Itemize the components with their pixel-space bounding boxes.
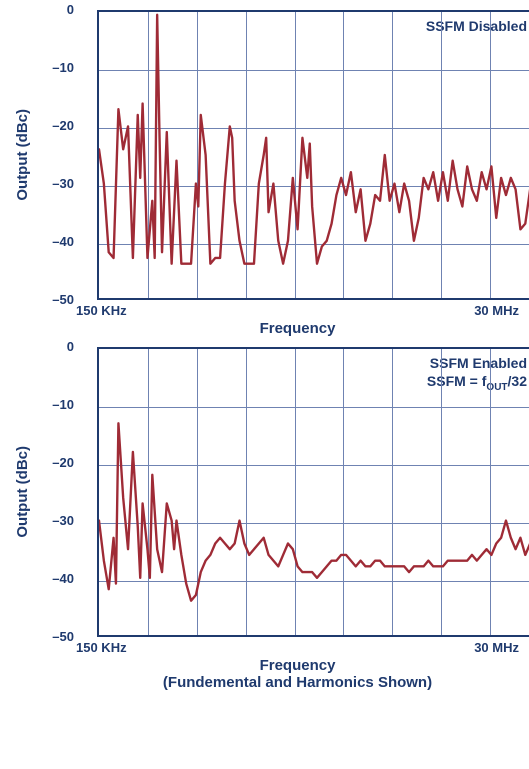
y-tick-label: –30 bbox=[40, 176, 74, 191]
chart-ssfm-disabled: Output (dBc) SSFM Disabled 150 KHz 30 MH… bbox=[10, 10, 519, 337]
y-axis-label: Output (dBc) bbox=[10, 446, 31, 538]
x-right-label: 30 MHz bbox=[474, 640, 519, 655]
y-tick-label: –40 bbox=[40, 571, 74, 586]
plot-column: SSFM Disabled bbox=[31, 10, 529, 300]
y-tick-label: –30 bbox=[40, 513, 74, 528]
chart-row: Output (dBc) SSFM Disabled bbox=[10, 10, 519, 300]
x-axis-subcaption: (Fundemental and Harmonics Shown) bbox=[76, 674, 519, 691]
plot-area: SSFM Enabled SSFM = fOUT/32 bbox=[97, 347, 529, 637]
y-tick-label: 0 bbox=[40, 339, 74, 354]
y-tick-label: –20 bbox=[40, 118, 74, 133]
x-left-label: 150 KHz bbox=[76, 640, 127, 655]
x-axis-labels: 150 KHz 30 MHz bbox=[76, 640, 519, 655]
y-tick-label: –20 bbox=[40, 455, 74, 470]
chart-row: Output (dBc) SSFM Enabled SSFM = fOUT/32 bbox=[10, 347, 519, 637]
y-tick-label: –50 bbox=[40, 292, 74, 307]
y-tick-label: –10 bbox=[40, 60, 74, 75]
y-tick-label: –40 bbox=[40, 234, 74, 249]
y-tick-label: 0 bbox=[40, 2, 74, 17]
x-axis-title: Frequency bbox=[76, 657, 519, 674]
x-right-label: 30 MHz bbox=[474, 303, 519, 318]
y-axis-label: Output (dBc) bbox=[10, 109, 31, 201]
x-axis-title: Frequency bbox=[76, 320, 519, 337]
y-tick-label: –10 bbox=[40, 397, 74, 412]
chart-ssfm-enabled: Output (dBc) SSFM Enabled SSFM = fOUT/32… bbox=[10, 347, 519, 691]
x-left-label: 150 KHz bbox=[76, 303, 127, 318]
x-axis-labels: 150 KHz 30 MHz bbox=[76, 303, 519, 318]
plot-area: SSFM Disabled bbox=[97, 10, 529, 300]
y-tick-label: –50 bbox=[40, 629, 74, 644]
plot-column: SSFM Enabled SSFM = fOUT/32 bbox=[31, 347, 529, 637]
